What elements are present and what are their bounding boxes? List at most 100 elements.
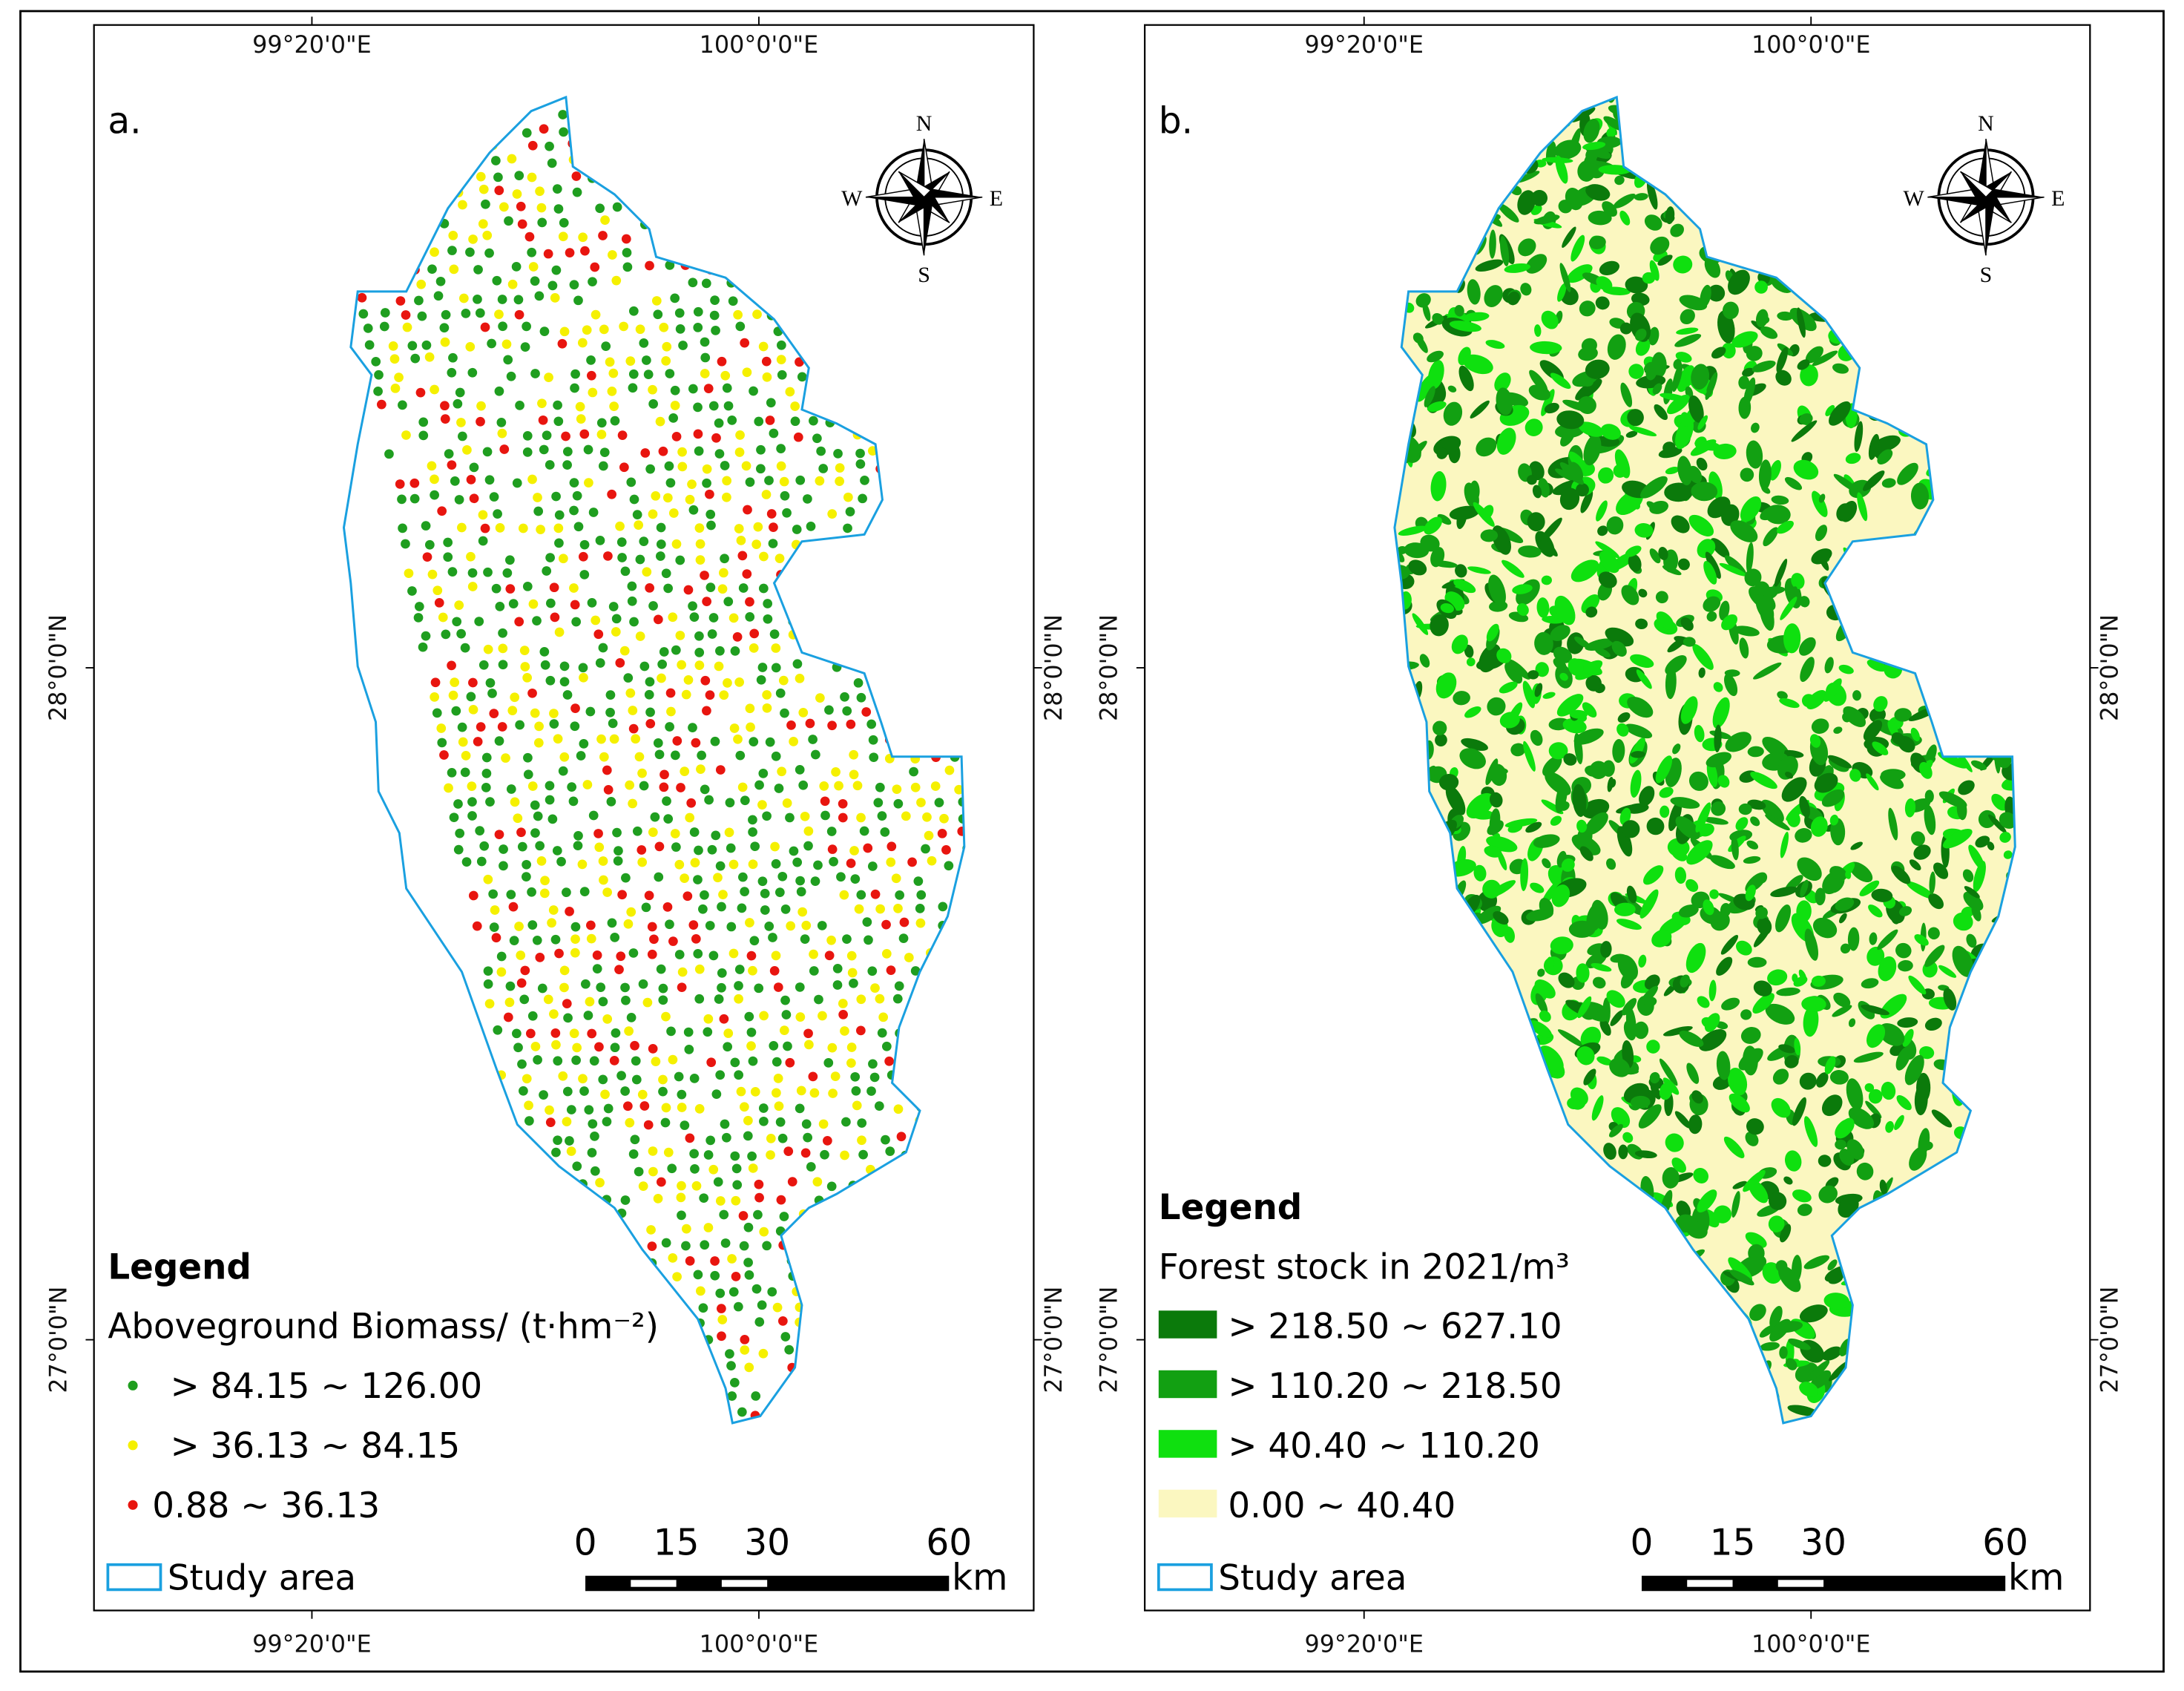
sample-dot bbox=[658, 983, 668, 994]
sample-dot bbox=[800, 934, 810, 945]
sample-dot bbox=[510, 797, 520, 807]
sample-dot bbox=[714, 994, 724, 1004]
sample-dot bbox=[1057, 1040, 1067, 1050]
sample-dot bbox=[625, 688, 636, 698]
forest-patch bbox=[1840, 943, 1851, 954]
sample-dot bbox=[586, 355, 596, 365]
sample-dot bbox=[549, 719, 559, 729]
sample-dot bbox=[631, 1074, 642, 1085]
sample-dot bbox=[1047, 873, 1057, 882]
sample-dot bbox=[780, 708, 789, 718]
sample-dot bbox=[616, 537, 627, 547]
sample-dot bbox=[711, 830, 721, 841]
sample-dot bbox=[779, 476, 789, 487]
sample-dot bbox=[475, 826, 485, 835]
sample-dot bbox=[490, 156, 501, 165]
sample-dot bbox=[504, 997, 515, 1008]
sample-dot bbox=[1036, 812, 1045, 822]
sample-dot bbox=[637, 857, 648, 867]
sample-dot bbox=[527, 140, 538, 151]
sample-dot bbox=[779, 1212, 789, 1221]
sample-dot bbox=[648, 827, 658, 837]
sample-dot bbox=[609, 734, 619, 744]
sample-dot bbox=[414, 602, 424, 611]
sample-dot bbox=[756, 444, 766, 455]
sample-dot bbox=[1058, 1254, 1068, 1264]
sample-dot bbox=[569, 505, 579, 516]
sample-dot bbox=[410, 478, 420, 488]
sample-dot bbox=[748, 965, 757, 976]
sample-dot bbox=[717, 356, 727, 367]
sample-dot bbox=[1132, 1132, 1142, 1142]
sample-dot bbox=[1072, 1255, 1082, 1265]
sample-dot bbox=[838, 812, 848, 823]
sample-dot bbox=[717, 1304, 726, 1313]
sample-dot bbox=[780, 904, 791, 914]
sample-dot bbox=[921, 844, 930, 854]
sample-dot bbox=[856, 692, 866, 703]
forest-patch bbox=[1848, 1107, 1875, 1129]
forest-patch bbox=[1725, 732, 1752, 752]
sample-dot bbox=[639, 338, 649, 348]
sample-dot bbox=[709, 310, 720, 321]
sample-dot bbox=[1038, 1025, 1047, 1034]
sample-dot bbox=[594, 842, 605, 853]
sample-dot bbox=[801, 1119, 812, 1129]
sample-dot bbox=[458, 200, 467, 210]
sample-dot bbox=[780, 1332, 791, 1342]
sample-dot bbox=[1120, 1181, 1130, 1191]
sample-dot bbox=[904, 953, 914, 962]
sample-dot bbox=[718, 890, 728, 900]
sample-dot bbox=[1061, 753, 1070, 763]
sample-dot bbox=[358, 309, 369, 319]
sample-dot bbox=[685, 1133, 695, 1143]
sample-dot bbox=[489, 922, 499, 933]
sample-dot bbox=[723, 678, 732, 688]
sample-dot bbox=[668, 936, 678, 946]
sample-dot bbox=[371, 356, 381, 367]
sample-dot bbox=[543, 994, 553, 1005]
sample-dot bbox=[573, 841, 583, 851]
sample-dot bbox=[467, 367, 478, 378]
forest-patch bbox=[1911, 831, 1925, 847]
forest-patch bbox=[1537, 968, 1545, 977]
sample-dot bbox=[493, 1025, 503, 1035]
sample-dot bbox=[1093, 1241, 1102, 1251]
sample-dot bbox=[533, 738, 544, 748]
sample-dot bbox=[439, 323, 450, 333]
forest-patch bbox=[1466, 657, 1476, 666]
sample-dot bbox=[694, 631, 704, 641]
sample-dot bbox=[608, 250, 617, 260]
sample-dot bbox=[1043, 1193, 1053, 1203]
sample-dot bbox=[777, 370, 787, 380]
forest-patch bbox=[1708, 979, 1717, 1002]
sample-dot bbox=[727, 1391, 737, 1401]
legend-swatch bbox=[128, 1380, 138, 1390]
sample-dot bbox=[512, 189, 522, 199]
forest-patch bbox=[1757, 917, 1772, 936]
sample-dot bbox=[645, 677, 655, 687]
sample-dot bbox=[743, 1131, 753, 1141]
sample-dot bbox=[648, 384, 657, 395]
sample-dot bbox=[461, 309, 471, 318]
sample-dot bbox=[628, 306, 639, 316]
sample-dot bbox=[436, 723, 447, 733]
sample-dot bbox=[863, 843, 873, 853]
sample-dot bbox=[705, 582, 716, 592]
sample-dot bbox=[824, 705, 834, 715]
sample-dot bbox=[723, 597, 734, 607]
sample-dot bbox=[875, 782, 885, 792]
sample-dot bbox=[407, 341, 418, 351]
sample-dot bbox=[580, 979, 591, 989]
sample-dot bbox=[559, 217, 569, 228]
compass-n: N bbox=[1978, 111, 1994, 136]
sample-dot bbox=[602, 1014, 613, 1024]
sample-dot bbox=[691, 1181, 702, 1191]
sample-dot bbox=[727, 416, 737, 425]
sample-dot bbox=[789, 846, 799, 856]
forest-patch bbox=[1570, 234, 1585, 262]
sample-dot bbox=[558, 766, 568, 776]
sample-dot bbox=[1062, 842, 1071, 852]
sample-dot bbox=[717, 982, 726, 993]
sample-dot bbox=[748, 1056, 758, 1066]
